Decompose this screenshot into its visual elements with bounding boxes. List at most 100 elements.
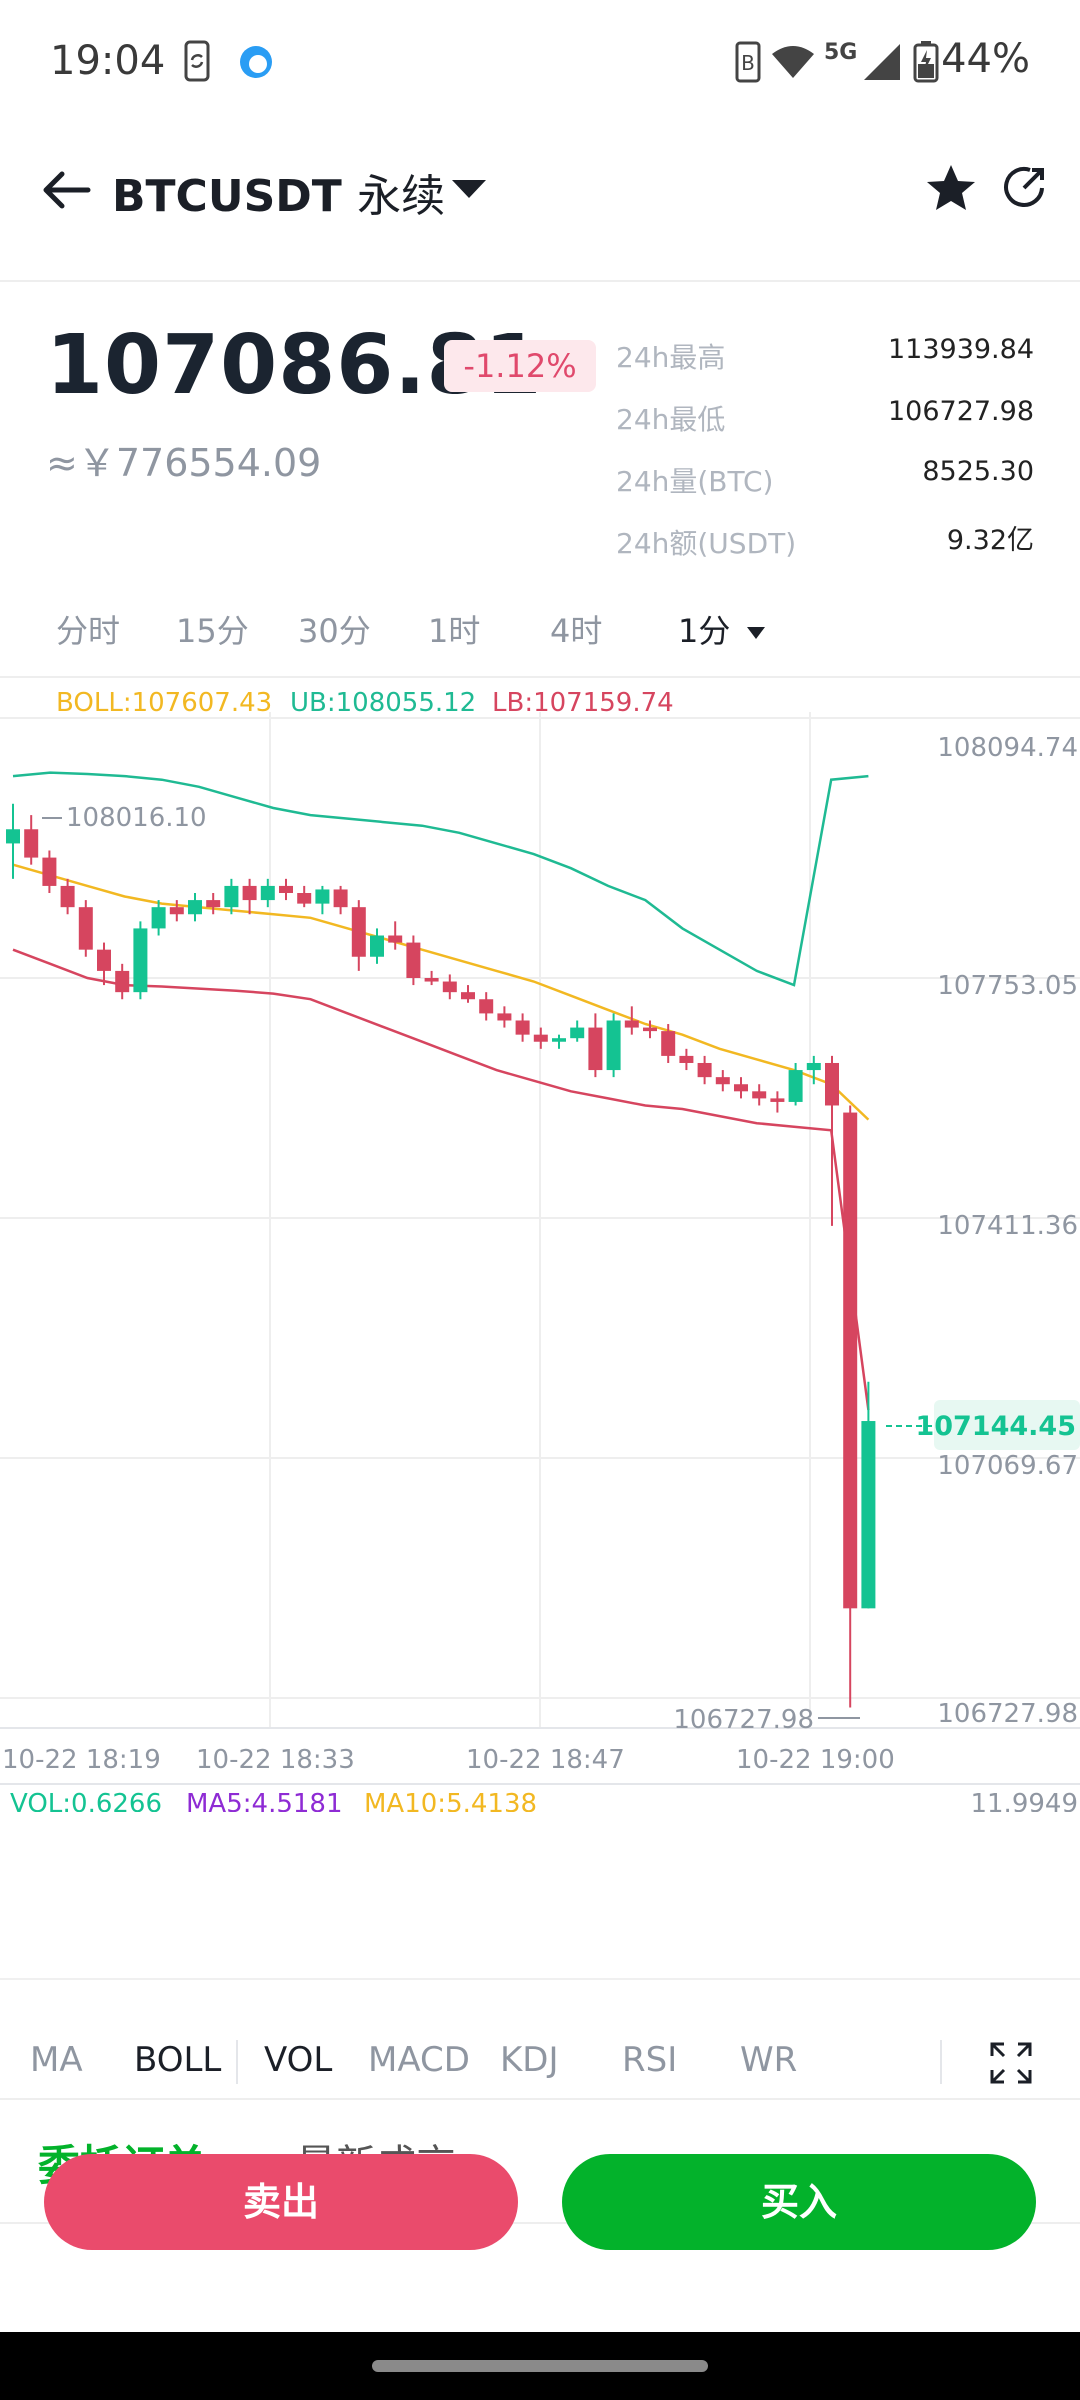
candle-body <box>479 999 494 1014</box>
x-tick-label: 10-22 19:00 <box>736 1745 895 1775</box>
candle-body <box>606 1020 621 1071</box>
candle-body <box>825 1062 839 1106</box>
candle-body <box>188 900 202 915</box>
candle-body <box>861 1421 876 1609</box>
divider <box>0 2098 1080 2100</box>
boll-lb-line <box>12 948 870 1411</box>
candle-body <box>60 885 75 908</box>
indicator-tab-macd[interactable]: MACD <box>368 2040 470 2080</box>
status-time: 19:04 <box>50 38 166 84</box>
current-price-tag-bg <box>934 1400 1080 1450</box>
candle-body <box>351 907 366 957</box>
stat-label-low: 24h最低 <box>616 403 726 436</box>
candle-body <box>442 981 457 993</box>
candle-body <box>533 1034 548 1042</box>
battery-percent: 44% <box>941 36 1030 82</box>
fullscreen-icon[interactable] <box>990 2042 1032 2084</box>
timeframe-tab-1h[interactable]: 1时 <box>428 612 481 650</box>
y-tick-label: 107411.36 <box>937 1211 1078 1241</box>
candle-body <box>133 928 148 993</box>
candle-body <box>843 1112 858 1609</box>
change-badge: -1.12% <box>444 340 596 392</box>
timeframe-tab-30m[interactable]: 30分 <box>298 612 371 650</box>
svg-text:B: B <box>741 51 755 75</box>
tab-separator <box>236 2040 238 2084</box>
candle-body <box>497 1013 512 1021</box>
candle-body <box>770 1098 785 1102</box>
candle-body <box>515 1020 530 1035</box>
system-nav-bar <box>0 2332 1080 2400</box>
low-marker-label: 106727.98 <box>673 1705 814 1735</box>
symbol-title[interactable]: BTCUSDT 永续 <box>112 160 445 224</box>
indicator-tab-rsi[interactable]: RSI <box>622 2040 678 2080</box>
sell-button[interactable]: 卖出 <box>44 2154 518 2250</box>
candle-body <box>279 885 293 894</box>
divider <box>0 676 1080 678</box>
candle-body <box>679 1055 694 1063</box>
x-tick-label: 10-22 18:47 <box>466 1745 625 1775</box>
boll-lines <box>12 771 870 1411</box>
candle-body <box>24 829 39 858</box>
candle-body <box>461 992 475 1000</box>
stat-label-amount: 24h额(USDT) <box>616 527 797 560</box>
candle-body <box>315 889 330 904</box>
timeframe-tab-15m[interactable]: 15分 <box>176 612 249 650</box>
indicator-tab-vol[interactable]: VOL <box>264 2040 333 2080</box>
candle-body <box>406 942 421 978</box>
current-price-tag: 107144.45 <box>915 1411 1076 1442</box>
app-icon <box>240 46 272 78</box>
candle-body <box>715 1077 730 1085</box>
candle-body <box>370 935 384 957</box>
kline-chart[interactable]: 108094.74 107753.05 107411.36 107069.67 … <box>0 712 1080 1812</box>
boll-ub-label: UB:108055.12 <box>290 688 477 718</box>
timeframe-tab-line[interactable]: 分时 <box>56 612 121 650</box>
y-tick-label: 108094.74 <box>937 733 1078 763</box>
candle-body <box>151 907 166 929</box>
app-header: BTCUSDT 永续 <box>0 140 1080 282</box>
share-icon[interactable] <box>1000 164 1048 212</box>
stat-value-volume: 8525.30 <box>922 456 1034 487</box>
home-gesture-bar[interactable] <box>372 2360 708 2372</box>
signal-icon <box>864 44 900 80</box>
y-tick-label: 106727.98 <box>937 1699 1078 1729</box>
candle-body <box>734 1084 748 1092</box>
x-tick-label: 10-22 18:33 <box>196 1745 355 1775</box>
candle-body <box>552 1038 566 1042</box>
divider <box>0 1978 1080 1980</box>
divider <box>0 2222 1080 2224</box>
stat-value-amount: 9.32亿 <box>946 525 1034 556</box>
indicator-tab-ma[interactable]: MA <box>30 2040 83 2080</box>
candle-body <box>115 970 130 993</box>
indicator-tab-kdj[interactable]: KDJ <box>500 2040 559 2080</box>
dropdown-triangle-icon[interactable] <box>450 176 488 202</box>
candle-body <box>42 857 57 886</box>
buy-button[interactable]: 买入 <box>562 2154 1036 2250</box>
cny-price: ≈￥776554.09 <box>46 441 322 485</box>
candle-body <box>570 1027 585 1039</box>
boll-ub-line <box>12 771 869 987</box>
stat-label-volume: 24h量(BTC) <box>616 465 774 498</box>
candle-body <box>697 1062 712 1078</box>
symbol-name: BTCUSDT <box>112 171 342 222</box>
candle-body <box>643 1027 657 1032</box>
candle-body <box>788 1070 803 1102</box>
status-bar: 19:04 B 5G 44% <box>0 0 1080 120</box>
x-tick-label: 10-22 18:19 <box>2 1745 161 1775</box>
candle-body <box>624 1020 639 1028</box>
candle-body <box>661 1031 676 1056</box>
vol-max-label: 11.9949 <box>970 1789 1078 1812</box>
timeframe-tab-1m[interactable]: 1分 <box>678 606 767 652</box>
wifi-icon <box>772 46 814 78</box>
candle-body <box>242 885 257 901</box>
y-tick-label: 107069.67 <box>937 1451 1078 1481</box>
timeframe-tab-4h[interactable]: 4时 <box>550 612 603 650</box>
candle-body <box>260 885 275 901</box>
back-arrow-icon[interactable] <box>42 170 92 210</box>
star-icon[interactable] <box>924 162 978 216</box>
stat-value-high: 113939.84 <box>887 334 1034 365</box>
contract-type: 永续 <box>357 171 446 222</box>
indicator-tab-wr[interactable]: WR <box>740 2040 798 2080</box>
ma5-label: MA5:4.5181 <box>186 1789 343 1812</box>
stat-value-low: 106727.98 <box>887 396 1034 427</box>
indicator-tab-boll[interactable]: BOLL <box>134 2040 222 2080</box>
